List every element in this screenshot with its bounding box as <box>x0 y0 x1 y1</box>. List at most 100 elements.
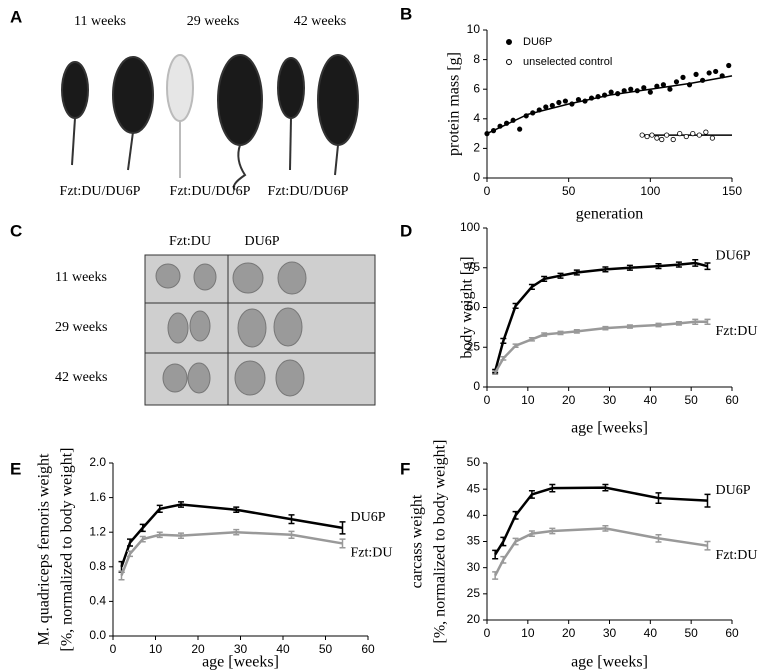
y-tick-label: 45 <box>467 481 481 495</box>
point <box>615 91 621 97</box>
y-tick-label: 50 <box>467 300 481 314</box>
point <box>549 102 555 109</box>
legend-marker <box>506 59 512 65</box>
point <box>601 92 608 98</box>
x-tick-label: 30 <box>603 393 617 407</box>
point <box>719 73 725 79</box>
y-tick-label: 100 <box>460 220 480 234</box>
y-tick-label: 4 <box>473 111 480 125</box>
panel-letter: E <box>10 459 21 478</box>
series-label: DU6P <box>716 248 751 263</box>
point <box>686 82 693 88</box>
y-tick-label: 6 <box>473 81 480 95</box>
x-tick-label: 60 <box>725 393 739 407</box>
column-label: DU6P <box>244 234 279 249</box>
age-label: 29 weeks <box>187 14 240 29</box>
x-axis-label: generation <box>576 206 644 223</box>
point <box>699 77 706 83</box>
point <box>621 88 627 94</box>
point <box>510 117 516 123</box>
x-tick-label: 20 <box>562 393 576 407</box>
y-axis-label: [%, normalized to body weight] <box>432 440 449 644</box>
y-tick-label: 1.6 <box>89 490 106 504</box>
y-tick-label: 0 <box>473 379 480 393</box>
y-tick-label: 40 <box>467 508 481 522</box>
y-tick-label: 0.0 <box>89 628 106 642</box>
point <box>639 132 645 138</box>
series-line <box>494 527 708 577</box>
point <box>673 79 680 85</box>
point <box>713 68 719 75</box>
point <box>667 86 673 92</box>
legend-marker <box>506 39 512 45</box>
series-label: DU6P <box>351 510 386 525</box>
x-tick-label: 10 <box>521 626 535 640</box>
panel-letter: D <box>400 221 412 240</box>
y-axis-label: body weight [g] <box>459 256 476 358</box>
hearts-photo: Fzt:DU DU6P 11 weeks 29 weeks 42 weeks <box>55 234 376 406</box>
series-line <box>120 530 343 576</box>
point <box>517 126 523 132</box>
series-line <box>120 503 343 568</box>
point <box>569 101 575 107</box>
y-tick-label: 50 <box>467 455 481 469</box>
panel-letter: C <box>10 221 22 240</box>
series-label: DU6P <box>716 483 751 498</box>
y-tick-label: 25 <box>467 586 481 600</box>
column-label: Fzt:DU <box>169 234 211 249</box>
caption: Fzt:DU/DU6P <box>170 184 251 199</box>
point <box>523 113 529 119</box>
point <box>628 86 634 92</box>
x-tick-label: 60 <box>725 626 739 640</box>
row-label: 11 weeks <box>55 270 107 285</box>
point <box>484 131 490 137</box>
x-tick-label: 0 <box>484 393 491 407</box>
point <box>654 135 660 141</box>
y-tick-label: 8 <box>473 52 480 66</box>
series-label: Fzt:DU <box>351 546 393 561</box>
series-line <box>494 486 708 556</box>
y-tick-label: 75 <box>467 260 481 274</box>
fit-line <box>486 75 733 135</box>
x-axis-label: age [weeks] <box>571 420 648 437</box>
point <box>634 88 640 94</box>
series-label: Fzt:DU <box>716 548 758 563</box>
x-tick-label: 10 <box>521 393 535 407</box>
y-tick-label: 25 <box>467 339 481 353</box>
point <box>556 99 562 106</box>
x-tick-label: 50 <box>319 642 333 656</box>
x-tick-label: 50 <box>684 626 698 640</box>
point <box>654 83 660 89</box>
x-tick-label: 60 <box>361 642 375 656</box>
y-tick-label: 1.2 <box>89 524 106 538</box>
x-tick-label: 20 <box>562 626 576 640</box>
x-tick-label: 50 <box>684 393 698 407</box>
point <box>677 131 683 137</box>
series-line <box>493 261 708 372</box>
point <box>644 133 650 140</box>
y-tick-label: 10 <box>467 22 481 36</box>
y-tick-label: 0.4 <box>89 594 106 608</box>
point <box>703 129 709 135</box>
point <box>536 107 542 113</box>
y-tick-label: 0 <box>473 170 480 184</box>
y-axis-label: M. quadriceps femoris weight <box>36 453 53 646</box>
point <box>582 98 588 104</box>
x-tick-label: 30 <box>234 642 248 656</box>
x-tick-label: 0 <box>484 184 491 198</box>
point <box>659 136 665 143</box>
x-tick-label: 100 <box>640 184 660 198</box>
point <box>647 89 653 95</box>
age-label: 42 weeks <box>294 14 347 29</box>
x-tick-label: 40 <box>276 642 290 656</box>
y-axis-label: protein mass [g] <box>446 52 463 156</box>
x-tick-label: 20 <box>191 642 205 656</box>
legend-label: DU6P <box>523 36 552 48</box>
x-tick-label: 40 <box>644 626 658 640</box>
point <box>503 120 510 126</box>
point <box>649 132 655 138</box>
point <box>575 96 582 103</box>
row-label: 29 weeks <box>55 320 108 335</box>
y-tick-label: 20 <box>467 612 481 626</box>
